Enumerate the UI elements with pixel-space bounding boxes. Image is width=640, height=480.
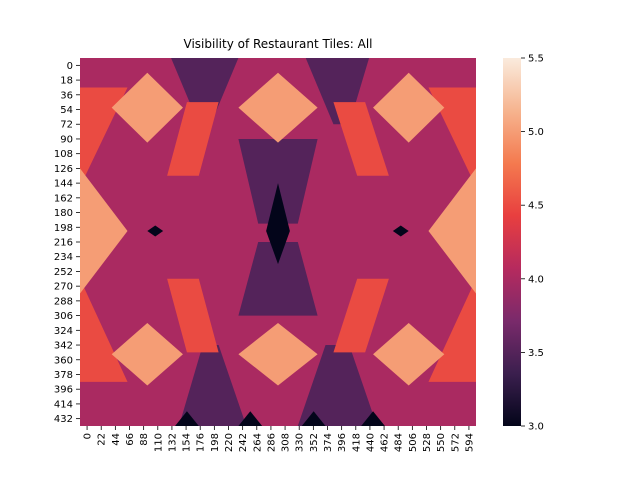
x-tick-label: 242: [238, 433, 249, 452]
y-tick-label: 252: [54, 267, 73, 278]
band-region: [167, 102, 219, 176]
x-tick-label: 594: [464, 433, 475, 452]
y-tick-label: 126: [54, 164, 73, 175]
dark-band-region: [238, 242, 318, 316]
y-tick-label: 288: [54, 296, 73, 307]
band-region: [80, 87, 128, 187]
y-tick-label: 162: [54, 193, 73, 204]
y-tick-label: 0: [67, 61, 73, 72]
y-tick-label: 72: [60, 120, 73, 131]
y-tick-label: 342: [54, 341, 73, 352]
x-tick-label: 22: [97, 433, 108, 446]
colorbar-tick-label: 3.5: [528, 348, 544, 359]
y-tick-label: 360: [54, 355, 73, 366]
diamond-region: [238, 322, 318, 386]
x-tick-label: 0: [83, 433, 94, 439]
x-tick-label: 440: [365, 433, 376, 452]
y-tick-label: 108: [54, 149, 73, 160]
x-tick-label: 132: [167, 433, 178, 452]
y-tick-label: 234: [54, 252, 73, 263]
y-tick-label: 216: [54, 238, 73, 249]
dark-band-region: [238, 138, 318, 224]
band-region: [428, 87, 476, 187]
darkest-region: [361, 411, 385, 426]
band-region: [167, 278, 219, 353]
x-tick-label: 572: [450, 433, 461, 452]
x-tick-label: 88: [139, 433, 150, 446]
band-region: [333, 102, 389, 176]
side-diamond-region: [80, 168, 128, 294]
x-tick-label: 352: [309, 433, 320, 452]
y-tick-label: 306: [54, 311, 73, 322]
y-tick-label: 54: [60, 105, 73, 116]
y-tick-label: 324: [54, 326, 73, 337]
diamond-region: [238, 72, 318, 143]
y-tick-label: 36: [60, 90, 73, 101]
x-tick-label: 264: [252, 433, 263, 452]
colorbar: [503, 58, 521, 426]
x-tick-label: 286: [266, 433, 277, 452]
y-axis-ticks: 0 18 36 54 72 90 108 126 144 162 180 198 216 234 252 27…: [54, 61, 80, 425]
diamond-region: [373, 322, 445, 386]
colorbar-tick-label: 3.0: [528, 422, 544, 433]
darkest-region: [266, 183, 290, 265]
y-tick-label: 198: [54, 223, 73, 234]
x-tick-label: 154: [182, 433, 193, 452]
chart-title: Visibility of Restaurant Tiles: All: [184, 37, 373, 51]
y-tick-label: 270: [54, 282, 73, 293]
darkest-region: [238, 411, 263, 426]
x-tick-label: 330: [295, 433, 306, 452]
darkest-region: [392, 225, 409, 237]
y-tick-label: 144: [54, 179, 73, 190]
x-tick-label: 506: [408, 433, 419, 452]
colorbar-tick-label: 5.5: [528, 54, 544, 65]
band-region: [80, 278, 128, 382]
y-tick-label: 180: [54, 208, 73, 219]
x-tick-label: 220: [224, 433, 235, 452]
y-tick-label: 396: [54, 385, 73, 396]
x-tick-label: 484: [394, 433, 405, 452]
colorbar-tick-label: 5.0: [528, 127, 544, 138]
dark-band-region: [297, 345, 377, 426]
darkest-region: [301, 411, 326, 426]
x-tick-label: 66: [125, 433, 136, 446]
y-tick-label: 378: [54, 370, 73, 381]
x-axis-ticks: 0 22 44 66 88 110 132 154 176 198 220 242 264 286 308 3…: [83, 426, 475, 452]
dark-band-region: [179, 345, 247, 426]
x-tick-label: 110: [153, 433, 164, 452]
diamond-region: [111, 322, 183, 386]
darkest-region: [147, 225, 164, 237]
x-tick-label: 396: [337, 433, 348, 452]
x-tick-label: 528: [422, 433, 433, 452]
x-tick-label: 550: [436, 433, 447, 452]
x-tick-label: 198: [210, 433, 221, 452]
heatmap-area: [80, 58, 476, 426]
diamond-region: [111, 72, 183, 143]
colorbar-tick-label: 4.5: [528, 201, 544, 212]
diamond-region: [373, 72, 445, 143]
band-region: [333, 278, 389, 353]
y-tick-label: 90: [60, 134, 73, 145]
y-tick-label: 432: [54, 414, 73, 425]
y-tick-label: 414: [54, 399, 73, 410]
x-tick-label: 418: [351, 433, 362, 452]
x-tick-label: 176: [196, 433, 207, 452]
x-tick-label: 374: [323, 433, 334, 452]
colorbar-tick-label: 4.0: [528, 274, 544, 285]
x-tick-label: 462: [380, 433, 391, 452]
y-tick-label: 18: [60, 76, 73, 87]
darkest-region: [175, 411, 199, 426]
x-tick-label: 308: [281, 433, 292, 452]
dark-band-region: [171, 58, 239, 125]
colorbar-ticks: 3.0 3.5 4.0 4.5 5.0 5.5: [521, 54, 544, 433]
x-tick-label: 44: [111, 433, 122, 446]
side-diamond-region: [428, 168, 476, 294]
